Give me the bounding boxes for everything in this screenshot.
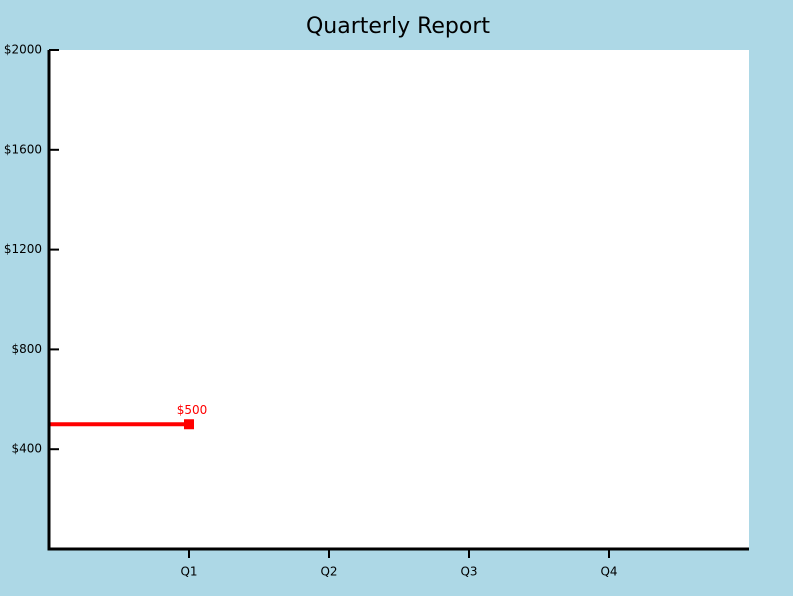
- x-tick-label: Q3: [460, 565, 477, 579]
- y-tick-label: $400: [11, 442, 42, 456]
- chart-title: Quarterly Report: [306, 14, 490, 39]
- x-tick-label: Q4: [600, 565, 617, 579]
- y-tick-label: $1600: [4, 142, 42, 156]
- y-tick-label: $1200: [4, 242, 42, 256]
- point: [184, 419, 194, 430]
- data-label: $500: [177, 403, 208, 417]
- x-tick-label: Q1: [180, 565, 197, 579]
- x-tick-label: Q2: [320, 565, 337, 579]
- y-tick-label: $800: [11, 342, 42, 356]
- y-tick-label: $2000: [4, 43, 42, 57]
- plot-area: [49, 50, 749, 549]
